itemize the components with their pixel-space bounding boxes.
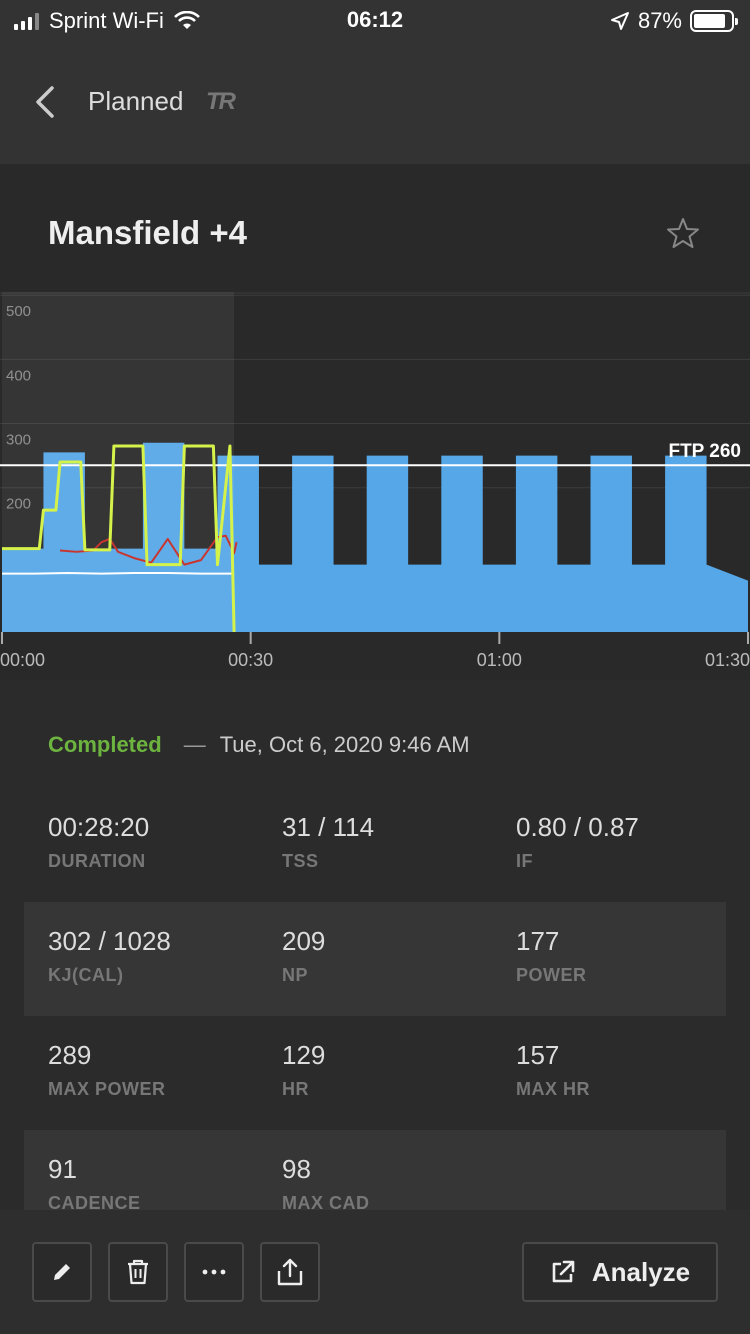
y-tick-label: 300 xyxy=(6,432,31,449)
stat-value: 0.80 / 0.87 xyxy=(516,812,639,842)
more-dots-icon xyxy=(202,1269,226,1275)
delete-button[interactable] xyxy=(108,1242,168,1302)
separator-dash: — xyxy=(183,732,206,757)
stat-value: 157 xyxy=(516,1040,560,1070)
analyze-button[interactable]: Analyze xyxy=(522,1242,718,1302)
stat-value: 31 / 114 xyxy=(282,812,375,842)
analyze-label: Analyze xyxy=(591,1256,691,1287)
stat-max-power: 289 MAX POWER xyxy=(48,1040,268,1100)
status-bar: Sprint Wi-Fi 06:12 87% xyxy=(0,0,750,40)
stat-hr: 129 HR xyxy=(282,1040,502,1100)
stat-label: MAX HR xyxy=(516,1079,590,1099)
stat-value: 91 xyxy=(48,1154,77,1184)
stat-value: 302 / 1028 xyxy=(48,926,171,956)
star-outline-icon[interactable] xyxy=(666,216,700,250)
workout-title: Mansfield +4 xyxy=(48,214,247,251)
x-tick-label: 01:00 xyxy=(477,650,522,670)
bottom-toolbar: Analyze xyxy=(0,1210,750,1334)
stat-value: 98 xyxy=(282,1154,311,1184)
trash-icon xyxy=(128,1259,148,1285)
workout-chart-svg: 500 400 300 200 FTP 260 00:00 00:30 01:00 01:30 xyxy=(0,292,750,670)
more-button[interactable] xyxy=(184,1242,244,1302)
x-tick-label: 00:30 xyxy=(228,650,273,670)
stat-value: 209 xyxy=(282,926,326,956)
cadence-line xyxy=(2,571,235,575)
stat-row: 302 / 1028 KJ(CAL) 209 NP 177 POWER xyxy=(24,902,726,1016)
carrier-name: Sprint Wi-Fi xyxy=(49,8,164,33)
stat-label: TSS xyxy=(282,851,319,871)
y-tick-label: 400 xyxy=(6,367,31,384)
pencil-icon xyxy=(54,1264,70,1280)
stat-max-hr: 157 MAX HR xyxy=(516,1040,736,1100)
stat-label: MAX CAD xyxy=(282,1193,370,1210)
stat-power: 177 POWER xyxy=(516,926,736,986)
stat-label: POWER xyxy=(516,965,587,985)
signal-icon xyxy=(14,12,39,30)
ftp-label: FTP 260 xyxy=(668,441,741,462)
stat-value: 289 xyxy=(48,1040,92,1070)
stat-tss: 31 / 114 TSS xyxy=(282,812,502,872)
stat-label: IF xyxy=(516,851,533,871)
trainerroad-logo: TR xyxy=(206,88,236,115)
stat-value: 129 xyxy=(282,1040,326,1070)
stat-cadence: 91 CADENCE xyxy=(48,1154,268,1210)
wifi-icon xyxy=(173,11,200,29)
stat-np: 209 NP xyxy=(282,926,502,986)
completion-info: Completed — Tue, Oct 6, 2020 9:46 AM xyxy=(48,732,470,758)
target-power-area xyxy=(2,442,748,632)
share-icon xyxy=(277,1258,303,1286)
heart-rate-line xyxy=(59,534,238,566)
stat-label: NP xyxy=(282,965,309,985)
stat-row: 00:28:20 DURATION 31 / 114 TSS 0.80 / 0.87… xyxy=(24,788,726,902)
status-badge: Completed xyxy=(48,732,162,757)
stat-value: 177 xyxy=(516,926,560,956)
stat-duration: 00:28:20 DURATION xyxy=(48,812,268,872)
stat-label: DURATION xyxy=(48,851,146,871)
stat-row: 289 MAX POWER 129 HR 157 MAX HR xyxy=(24,1016,726,1130)
completed-region xyxy=(2,292,235,632)
workout-chart: 500 400 300 200 FTP 260 00:00 00:30 01:00 01:30 xyxy=(0,292,750,680)
external-link-icon xyxy=(552,1260,575,1283)
battery-icon xyxy=(690,10,738,32)
stat-label: HR xyxy=(282,1079,309,1099)
chevron-left-icon[interactable] xyxy=(28,84,62,120)
y-tick-label: 200 xyxy=(6,496,31,513)
location-arrow-icon xyxy=(610,12,629,30)
edit-button[interactable] xyxy=(32,1242,92,1302)
stat-label: KJ(CAL) xyxy=(48,965,124,985)
stat-label: CADENCE xyxy=(48,1193,141,1210)
x-tick-label: 00:00 xyxy=(0,650,45,670)
nav-title: Planned xyxy=(88,86,184,116)
stat-value: 00:28:20 xyxy=(48,812,150,842)
stat-row: 91 CADENCE 98 MAX CAD xyxy=(24,1130,726,1210)
battery-percent: 87% xyxy=(637,8,682,33)
stat-kj: 302 / 1028 KJ(CAL) xyxy=(48,926,268,986)
y-tick-label: 500 xyxy=(6,303,31,320)
completed-date: Tue, Oct 6, 2020 9:46 AM xyxy=(219,732,470,757)
share-button[interactable] xyxy=(260,1242,320,1302)
x-tick-label: 01:30 xyxy=(705,650,750,670)
power-line xyxy=(2,444,236,633)
workout-stats: Completed — Tue, Oct 6, 2020 9:46 AM 00:… xyxy=(0,680,750,1210)
stat-if: 0.80 / 0.87 IF xyxy=(516,812,736,872)
stat-label: MAX POWER xyxy=(48,1079,166,1099)
workout-header: Mansfield +4 xyxy=(0,164,750,292)
nav-bar: Planned TR xyxy=(0,40,750,164)
stat-max-cad: 98 MAX CAD xyxy=(282,1154,502,1210)
